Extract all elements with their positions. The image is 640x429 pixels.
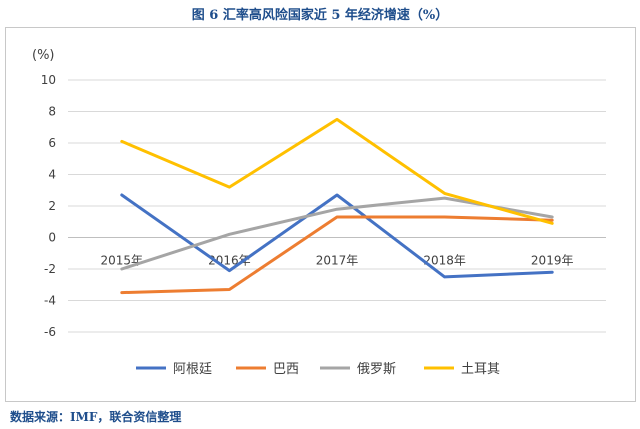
y-tick-label: 6 xyxy=(48,136,56,150)
series-line-3 xyxy=(120,117,554,225)
legend: 阿根廷 巴西 俄罗斯 土耳其 xyxy=(136,362,500,377)
y-tick-label: -2 xyxy=(44,262,56,276)
y-tick-label: 8 xyxy=(48,105,56,119)
y-tick-label: 10 xyxy=(41,73,56,87)
x-tick-label: 2017年 xyxy=(316,254,359,268)
source-note: 数据来源：IMF，联合资信整理 xyxy=(10,410,182,424)
y-tick-label: -6 xyxy=(44,325,56,339)
chart-frame: (%) 10 8 6 4 2 0 -2 -4 -6 2015年 2016年 2017年 2018年 20… xyxy=(5,27,636,402)
legend-label-1: 巴西 xyxy=(273,362,299,377)
y-tick-labels: 10 8 6 4 2 0 -2 -4 -6 xyxy=(41,73,56,339)
figure-title: 图 6 汇率高风险国家近 5 年经济增速（%） xyxy=(191,8,449,23)
y-tick-label: 4 xyxy=(48,168,56,182)
y-tick-label: -4 xyxy=(44,294,56,308)
series-lines xyxy=(120,117,554,295)
legend-label-2: 俄罗斯 xyxy=(357,362,396,377)
x-tick-label: 2019年 xyxy=(531,254,574,268)
legend-label-0: 阿根廷 xyxy=(173,362,212,377)
y-tick-label: 2 xyxy=(48,199,56,213)
series-line-1 xyxy=(120,215,554,295)
legend-label-3: 土耳其 xyxy=(461,362,500,377)
y-tick-label: 0 xyxy=(48,231,56,245)
x-tick-labels: 2015年 2016年 2017年 2018年 2019年 xyxy=(101,254,574,268)
y-axis-label: (%) xyxy=(32,48,55,63)
grid-lines xyxy=(68,79,606,333)
x-tick-label: 2018年 xyxy=(423,254,466,268)
